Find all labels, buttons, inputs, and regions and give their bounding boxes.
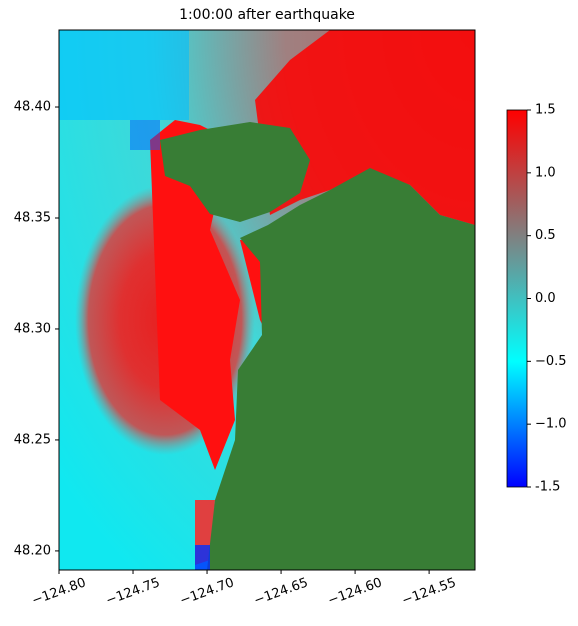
colorbar-tick-label: 1.0 [535, 165, 556, 180]
y-tick-label: 48.25 [14, 432, 51, 447]
map-image [59, 30, 475, 570]
y-tick-label: 48.35 [14, 210, 51, 225]
colorbar-tick-label: 1.5 [535, 103, 556, 118]
y-tick-label: 48.40 [14, 100, 51, 115]
y-tick-label: 48.30 [14, 321, 51, 336]
colorbar-tick-label: −0.5 [535, 354, 567, 369]
colorbar-tick-label: -1.5 [535, 480, 560, 495]
chart-title: 1:00:00 after earthquake [179, 7, 355, 23]
y-tick-label: 48.20 [14, 543, 51, 558]
x-tick-label: −124.65 [252, 575, 310, 608]
colorbar-tick-label: 0.0 [535, 291, 556, 306]
x-tick-label: −124.80 [30, 575, 88, 608]
colorbar-tick-label: −1.0 [535, 417, 567, 432]
axes-frame [58, 29, 476, 571]
x-tick-label: −124.75 [104, 575, 162, 608]
x-tick-label: −124.55 [400, 575, 458, 608]
colorbar [506, 109, 528, 488]
colorbar-tick-label: 0.5 [535, 228, 556, 243]
x-tick-label: −124.60 [326, 575, 384, 608]
x-tick-label: −124.70 [178, 575, 236, 608]
